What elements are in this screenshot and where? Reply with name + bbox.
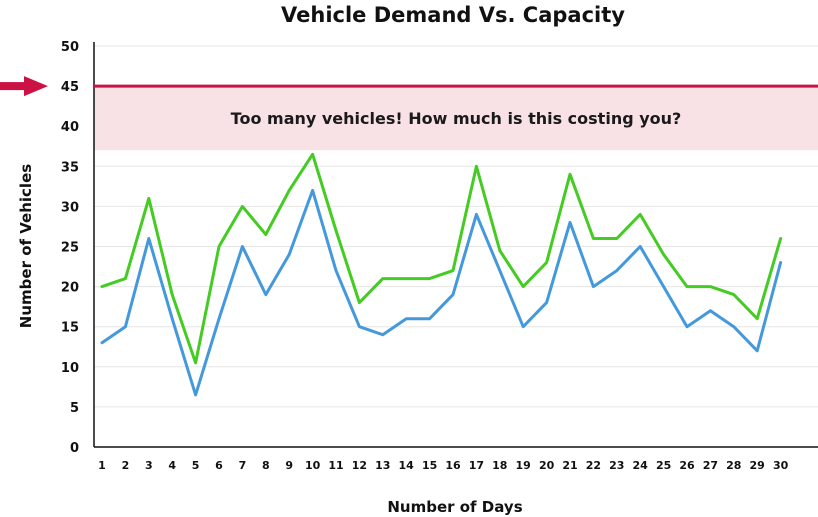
x-tick-label: 5 [192, 459, 200, 472]
series-line-1 [100, 152, 783, 365]
x-tick-label: 19 [516, 459, 531, 472]
x-tick-label: 11 [328, 459, 343, 472]
x-tick-label: 23 [609, 459, 624, 472]
x-tick-label: 17 [469, 459, 484, 472]
x-tick-label: 30 [773, 459, 789, 472]
x-tick-label: 9 [285, 459, 293, 472]
y-tick-label: 20 [61, 281, 79, 296]
x-tick-label: 28 [726, 459, 741, 472]
x-tick-label: 8 [262, 459, 270, 472]
y-tick-label: 0 [70, 441, 79, 456]
arrow-head [24, 76, 48, 97]
x-tick-label: 21 [562, 459, 577, 472]
excess-annotation: Too many vehicles! How much is this cost… [231, 109, 682, 128]
series-line-2 [100, 188, 783, 397]
x-tick-label: 3 [145, 459, 153, 472]
y-tick-label: 50 [61, 40, 79, 55]
x-tick-label: 12 [352, 459, 367, 472]
x-tick-label: 27 [703, 459, 718, 472]
x-tick-label: 16 [445, 459, 461, 472]
x-tick-label: 15 [422, 459, 437, 472]
y-tick-label: 5 [70, 401, 79, 416]
x-tick-label: 29 [750, 459, 765, 472]
arrow-shaft [0, 82, 26, 91]
x-tick-label: 4 [168, 459, 176, 472]
capacity-arrow-icon [0, 76, 48, 97]
x-tick-label: 1 [98, 459, 106, 472]
x-tick-label: 26 [679, 459, 695, 472]
y-tick-label: 40 [61, 120, 79, 135]
x-tick-labels: 1 2 3 4 5 6 7 8 9 10 11 12 13 14 15 16 17 18 19 20 21 22 23 24 2… [98, 459, 788, 472]
chart-title: Vehicle Demand Vs. Capacity [281, 3, 625, 27]
series-lines [100, 152, 783, 397]
y-tick-labels: 0 5 10 15 20 25 30 35 40 45 50 [61, 40, 79, 456]
x-tick-label: 25 [656, 459, 671, 472]
x-tick-label: 20 [539, 459, 555, 472]
y-tick-label: 30 [61, 200, 79, 215]
y-tick-label: 25 [61, 241, 79, 256]
y-tick-label: 15 [61, 321, 79, 336]
y-tick-label: 35 [61, 160, 79, 175]
x-tick-label: 22 [586, 459, 601, 472]
x-axis-title: Number of Days [387, 498, 522, 516]
y-tick-label: 45 [61, 80, 79, 95]
y-tick-label: 10 [61, 361, 79, 376]
x-tick-label: 13 [375, 459, 390, 472]
excess-capacity-band [94, 86, 818, 151]
x-tick-label: 24 [633, 459, 649, 472]
x-tick-label: 18 [492, 459, 507, 472]
x-tick-label: 7 [239, 459, 247, 472]
x-tick-label: 10 [305, 459, 321, 472]
x-tick-label: 2 [122, 459, 130, 472]
y-axis-title: Number of Vehicles [17, 164, 35, 328]
x-tick-label: 14 [399, 459, 415, 472]
x-tick-label: 6 [215, 459, 223, 472]
